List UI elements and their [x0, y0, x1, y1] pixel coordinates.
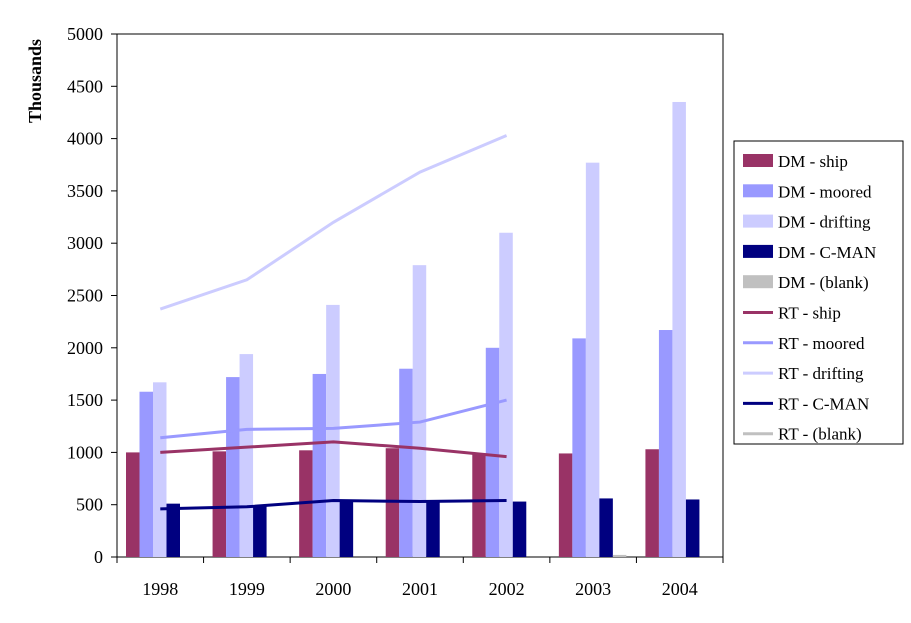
legend-label: RT - (blank): [778, 425, 862, 444]
bar: [512, 501, 527, 557]
bar: [472, 453, 486, 557]
bar: [312, 373, 327, 557]
legend: DM - ship DM - moored DM - drifting DM - C-…: [733, 140, 904, 445]
bar: [126, 452, 140, 557]
y-tick-label: 5000: [67, 24, 103, 44]
bar: [426, 501, 440, 557]
legend-swatch: [743, 244, 773, 258]
bar: [585, 162, 600, 557]
y-tick-label: 1000: [67, 442, 103, 462]
y-tick-label: 1500: [67, 390, 103, 410]
legend-swatch: [743, 275, 773, 289]
y-tick-label: 4500: [67, 76, 103, 96]
legend-label: RT - C-MAN: [778, 394, 869, 413]
bar: [326, 304, 340, 557]
bar: [612, 554, 627, 557]
x-tick-label: 2002: [489, 579, 525, 599]
legend-swatch: [743, 154, 773, 167]
x-tick-label: 2000: [315, 579, 351, 599]
x-tick-label: 1999: [229, 579, 265, 599]
bar: [645, 449, 659, 557]
legend-label: DM - drifting: [778, 213, 871, 232]
series-line: [160, 398, 507, 440]
y-tick-label: 3500: [67, 181, 103, 201]
bar: [239, 354, 254, 557]
bar: [672, 101, 686, 558]
bar: [253, 505, 267, 557]
series-line: [160, 440, 507, 459]
bar: [558, 453, 573, 557]
bar: [412, 265, 427, 557]
x-tick-label: 2001: [402, 579, 438, 599]
legend-label: DM - C-MAN: [778, 243, 876, 262]
bar: [399, 368, 413, 557]
y-tick-label: 500: [76, 495, 103, 515]
y-tick-label: 3000: [67, 233, 103, 253]
bar: [485, 347, 500, 557]
x-tick-label: 2003: [575, 579, 611, 599]
bar: [226, 377, 240, 557]
legend-label: RT - ship: [778, 304, 841, 323]
bar: [166, 503, 180, 557]
bar: [685, 499, 700, 557]
bar: [499, 232, 513, 558]
legend-label: RT - moored: [778, 334, 865, 353]
bar: [139, 391, 153, 557]
bar: [339, 500, 354, 557]
bar: [212, 451, 227, 557]
bar: [599, 498, 613, 557]
legend-label: DM - ship: [778, 152, 848, 171]
y-tick-label: 0: [94, 547, 103, 567]
legend-swatch: [743, 214, 773, 228]
legend-label: RT - drifting: [778, 364, 864, 383]
y-tick-label: 2000: [67, 338, 103, 358]
bar: [658, 330, 673, 557]
plot-area: 0 500 1000 1500 2000 2500 3000 3500 4000 4500 5000…: [67, 24, 724, 599]
series-line: [160, 499, 507, 511]
y-tick-label: 2500: [67, 286, 103, 306]
bar: [153, 382, 167, 557]
y-tick-label: 4000: [67, 129, 103, 149]
y-axis-label: Thousands: [25, 39, 45, 123]
x-tick-label: 1998: [142, 579, 178, 599]
x-tick-label: 2004: [662, 579, 698, 599]
legend-swatch: [743, 184, 773, 198]
legend-label: DM - (blank): [778, 273, 869, 292]
legend-label: DM - moored: [778, 182, 872, 201]
bar: [572, 338, 586, 557]
series-line: [159, 134, 508, 311]
